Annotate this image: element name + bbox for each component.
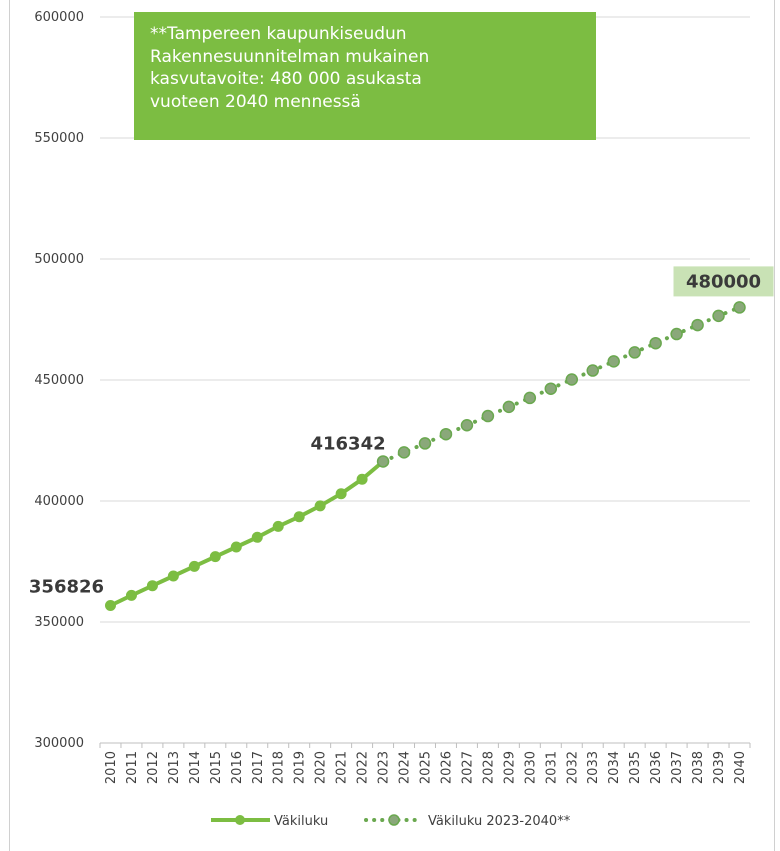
data-point-population — [335, 488, 347, 500]
x-tick-label: 2018 — [272, 751, 287, 784]
data-point-forecast — [544, 382, 558, 395]
y-tick-label: 400000 — [34, 494, 84, 509]
data-point-population — [188, 560, 200, 572]
x-tick-label: 2023 — [377, 751, 392, 784]
x-tick-label: 2040 — [733, 751, 748, 784]
y-tick-label: 300000 — [34, 736, 84, 751]
data-point-population — [293, 511, 305, 523]
data-point-forecast — [376, 455, 390, 468]
growth-target-annotation: **Tampereen kaupunkiseudun Rakennesuunni… — [134, 12, 596, 140]
data-point-forecast — [586, 364, 599, 377]
x-tick-label: 2010 — [104, 751, 119, 784]
x-tick-label: 2039 — [712, 751, 727, 784]
data-label-highlight — [673, 266, 774, 297]
data-point-forecast — [523, 391, 537, 405]
data-point-population — [146, 580, 158, 592]
x-tick-label: 2035 — [628, 751, 643, 784]
x-tick-label: 2022 — [356, 751, 371, 784]
x-tick-label: 2031 — [544, 751, 559, 784]
data-point-forecast — [418, 437, 432, 450]
x-tick-label: 2016 — [230, 751, 245, 784]
legend-label-forecast: Väkiluku 2023-2040** — [428, 814, 571, 829]
data-label: 416342 — [310, 433, 385, 454]
data-point-forecast — [481, 409, 495, 423]
data-point-population — [272, 520, 284, 532]
x-tick-label: 2033 — [586, 751, 601, 784]
x-tick-label: 2021 — [335, 751, 350, 784]
y-tick-label: 500000 — [34, 252, 84, 267]
x-tick-label: 2024 — [398, 751, 413, 784]
x-tick-label: 2029 — [502, 751, 517, 784]
data-point-forecast — [628, 346, 641, 359]
chart-frame — [9, 0, 775, 851]
x-tick-label: 2012 — [146, 751, 161, 784]
data-point-forecast — [439, 427, 453, 441]
data-point-forecast — [670, 327, 683, 341]
x-tick-label: 2032 — [565, 751, 580, 784]
legend-marker-population — [235, 815, 245, 825]
x-tick-label: 2020 — [314, 751, 329, 784]
data-point-forecast — [460, 419, 474, 432]
annotation-line: vuoteen 2040 mennessä — [150, 91, 361, 112]
legend-marker-forecast — [388, 814, 400, 826]
data-point-forecast — [607, 355, 620, 368]
x-tick-label: 2019 — [293, 751, 308, 784]
data-point-forecast — [649, 336, 662, 350]
data-point-forecast — [691, 318, 704, 332]
x-tick-label: 2011 — [125, 751, 140, 784]
x-tick-label: 2034 — [607, 751, 622, 784]
data-point-population — [314, 500, 326, 512]
data-point-forecast — [502, 400, 516, 414]
y-tick-label: 450000 — [34, 373, 84, 388]
y-tick-label: 600000 — [34, 10, 84, 25]
legend-label-population: Väkiluku — [274, 814, 328, 829]
data-point-population — [167, 570, 179, 582]
y-tick-label: 550000 — [34, 131, 84, 146]
data-point-population — [251, 531, 263, 543]
x-tick-label: 2026 — [439, 751, 454, 784]
annotation-line: **Tampereen kaupunkiseudun — [150, 24, 407, 44]
x-tick-label: 2025 — [419, 751, 434, 784]
data-point-population — [209, 551, 221, 563]
data-label: 480000 — [686, 271, 761, 292]
x-tick-label: 2027 — [460, 751, 475, 784]
x-tick-label: 2038 — [691, 751, 706, 784]
data-point-forecast — [733, 301, 746, 314]
data-point-forecast — [565, 373, 579, 386]
data-point-population — [104, 599, 116, 611]
annotation-line: Rakennesuunnitelman mukainen — [150, 46, 430, 67]
series-line-forecast — [381, 305, 742, 464]
x-tick-label: 2028 — [481, 751, 496, 784]
data-point-forecast — [397, 446, 411, 459]
data-point-population — [356, 473, 368, 485]
x-tick-label: 2036 — [649, 751, 664, 784]
x-tick-label: 2037 — [670, 751, 685, 784]
x-tick-label: 2013 — [167, 751, 182, 784]
x-tick-label: 2015 — [209, 751, 224, 784]
data-label: 356826 — [29, 576, 104, 597]
x-tick-label: 2017 — [251, 751, 266, 784]
data-point-population — [230, 541, 242, 553]
y-tick-label: 350000 — [34, 615, 84, 630]
x-tick-label: 2030 — [523, 751, 538, 784]
data-point-population — [125, 589, 137, 601]
annotation-line: kasvutavoite: 480 000 asukasta — [150, 69, 422, 89]
x-tick-label: 2014 — [188, 751, 203, 784]
data-point-forecast — [712, 309, 725, 323]
